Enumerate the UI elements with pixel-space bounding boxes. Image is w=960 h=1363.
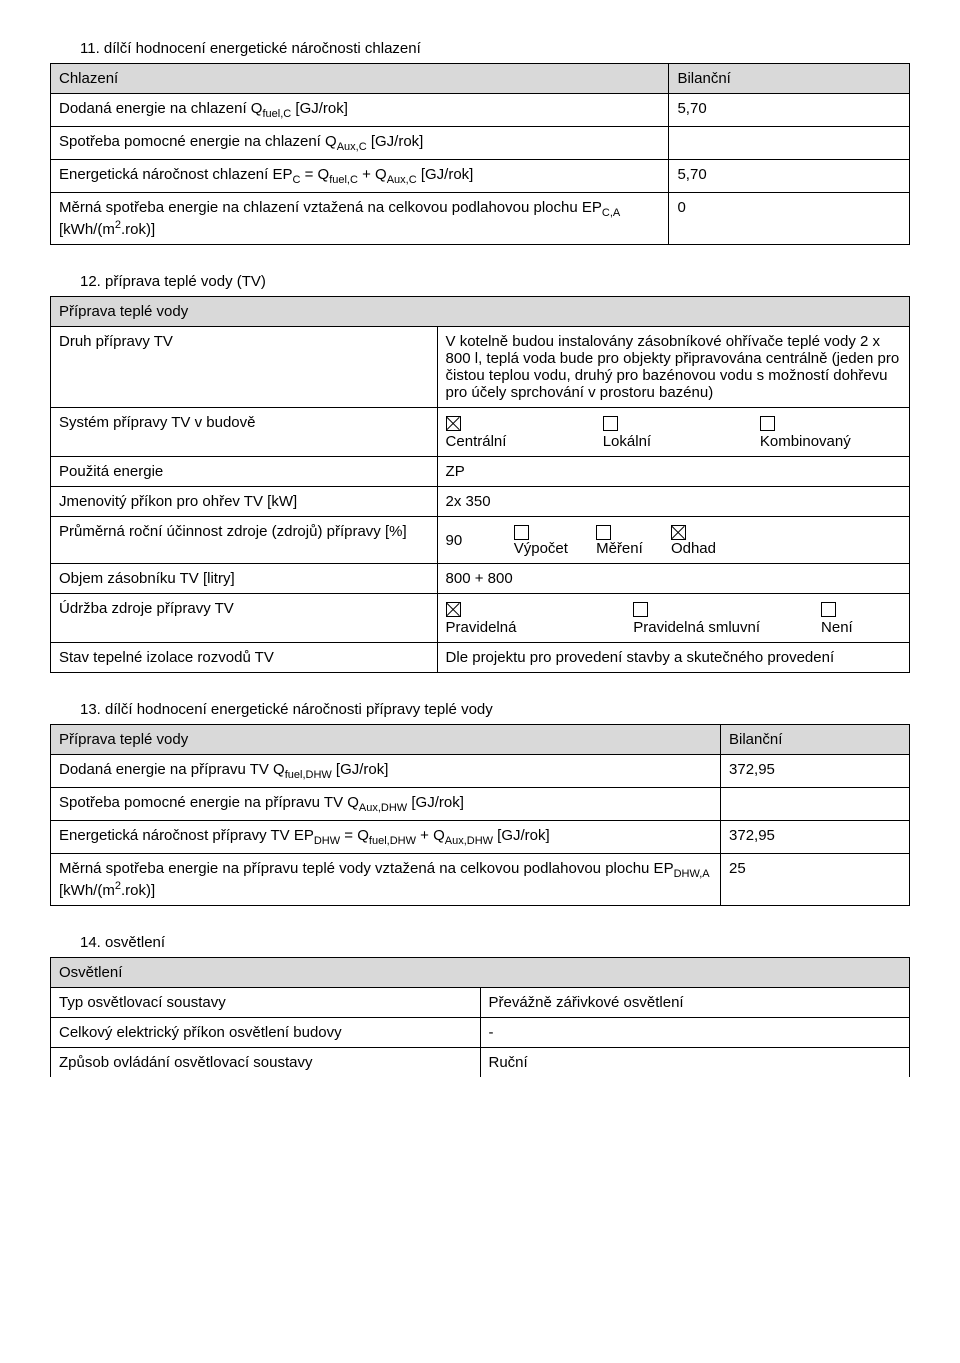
objem-label: Objem zásobníku TV [litry]: [51, 564, 438, 594]
s14-r0-value: Převážně zářivkové osvětlení: [480, 988, 910, 1018]
table-row: Typ osvětlovací soustavy Převážně zářivk…: [51, 988, 910, 1018]
s12-header: Příprava teplé vody: [51, 297, 910, 327]
table-s14: Osvětlení Typ osvětlovací soustavy Převá…: [50, 957, 910, 1077]
table-row: Průměrná roční účinnost zdroje (zdrojů) …: [51, 517, 910, 564]
s14-header: Osvětlení: [51, 958, 910, 988]
section-11-title: 11. dílčí hodnocení energetické náročnos…: [80, 40, 910, 57]
checkbox-pravidelna[interactable]: [446, 602, 461, 617]
prikon-value: 2x 350: [437, 487, 909, 517]
table-row: Energetická náročnost chlazení EPC = Qfu…: [51, 160, 910, 193]
objem-value: 800 + 800: [437, 564, 909, 594]
table-row: Celkový elektrický příkon osvětlení budo…: [51, 1018, 910, 1048]
s13-header-right: Bilanční: [721, 725, 910, 755]
ucinnost-label: Průměrná roční účinnost zdroje (zdrojů) …: [51, 517, 438, 564]
section-14-title: 14. osvětlení: [80, 934, 910, 951]
table-row: Použitá energie ZP: [51, 457, 910, 487]
system-label: Systém přípravy TV v budově: [51, 408, 438, 457]
table-row: Jmenovitý příkon pro ohřev TV [kW] 2x 35…: [51, 487, 910, 517]
table-row: Energetická náročnost přípravy TV EPDHW …: [51, 821, 910, 854]
energie-value: ZP: [437, 457, 909, 487]
izolace-label: Stav tepelné izolace rozvodů TV: [51, 643, 438, 673]
table-row: Spotřeba pomocné energie na chlazení QAu…: [51, 127, 910, 160]
s11-header-left: Chlazení: [51, 64, 669, 94]
s14-r2-label: Způsob ovládání osvětlovací soustavy: [51, 1048, 481, 1078]
udrzba-label: Údržba zdroje přípravy TV: [51, 594, 438, 643]
checkbox-centralni[interactable]: [446, 416, 461, 431]
s14-r2-value: Ruční: [480, 1048, 910, 1078]
table-row: Měrná spotřeba energie na přípravu teplé…: [51, 854, 910, 906]
checkbox-pravidelna-smluvni[interactable]: [633, 602, 648, 617]
table-row: Systém přípravy TV v budově Centrální Lo…: [51, 408, 910, 457]
section-13-title: 13. dílčí hodnocení energetické náročnos…: [80, 701, 910, 718]
table-row: Spotřeba pomocné energie na přípravu TV …: [51, 788, 910, 821]
checkbox-lokalni[interactable]: [603, 416, 618, 431]
table-s12: Příprava teplé vody Druh přípravy TV V k…: [50, 296, 910, 673]
druh-label: Druh přípravy TV: [51, 327, 438, 408]
checkbox-kombinovany[interactable]: [760, 416, 775, 431]
table-s13: Příprava teplé vody Bilanční Dodaná ener…: [50, 724, 910, 906]
ucinnost-value: 90: [446, 532, 486, 549]
s14-r1-label: Celkový elektrický příkon osvětlení budo…: [51, 1018, 481, 1048]
s11-header-right: Bilanční: [669, 64, 910, 94]
checkbox-neni[interactable]: [821, 602, 836, 617]
table-row: Stav tepelné izolace rozvodů TV Dle proj…: [51, 643, 910, 673]
table-row: Dodaná energie na chlazení Qfuel,C [GJ/r…: [51, 94, 910, 127]
izolace-value: Dle projektu pro provedení stavby a skut…: [437, 643, 909, 673]
s14-r0-label: Typ osvětlovací soustavy: [51, 988, 481, 1018]
checkbox-mereni[interactable]: [596, 525, 611, 540]
s14-r1-value: -: [480, 1018, 910, 1048]
table-row: Objem zásobníku TV [litry] 800 + 800: [51, 564, 910, 594]
table-row: Měrná spotřeba energie na chlazení vztaž…: [51, 193, 910, 245]
checkbox-odhad[interactable]: [671, 525, 686, 540]
table-row: Způsob ovládání osvětlovací soustavy Ruč…: [51, 1048, 910, 1078]
table-row: Dodaná energie na přípravu TV Qfuel,DHW …: [51, 755, 910, 788]
section-12-title: 12. příprava teplé vody (TV): [80, 273, 910, 290]
checkbox-vypocet[interactable]: [514, 525, 529, 540]
druh-value: V kotelně budou instalovány zásobníkové …: [437, 327, 909, 408]
s13-header-left: Příprava teplé vody: [51, 725, 721, 755]
table-row: Údržba zdroje přípravy TV Pravidelná Pra…: [51, 594, 910, 643]
table-row: Druh přípravy TV V kotelně budou instalo…: [51, 327, 910, 408]
table-s11: Chlazení Bilanční Dodaná energie na chla…: [50, 63, 910, 245]
prikon-label: Jmenovitý příkon pro ohřev TV [kW]: [51, 487, 438, 517]
energie-label: Použitá energie: [51, 457, 438, 487]
